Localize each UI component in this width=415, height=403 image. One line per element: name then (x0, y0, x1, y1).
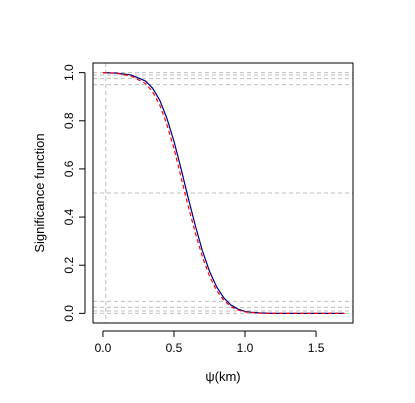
y-tick-label: 0.8 (62, 112, 76, 129)
y-tick-label: 1.0 (62, 64, 76, 81)
y-tick-label: 0.4 (62, 208, 76, 225)
y-axis-title: Significance function (32, 133, 47, 252)
x-axis: 0.0 0.5 1.0 1.5 (95, 330, 325, 355)
y-axis: 0.0 0.2 0.4 0.6 0.8 1.0 (62, 64, 86, 322)
x-tick-label: 1.5 (308, 341, 325, 355)
y-tick-label: 0.2 (62, 257, 76, 274)
plot-frame (92, 62, 354, 324)
x-tick-label: 1.0 (237, 341, 254, 355)
y-tick-label: 0.6 (62, 160, 76, 177)
x-tick-label: 0.0 (95, 341, 112, 355)
reference-lines (93, 63, 353, 323)
x-axis-title: ψ(km) (205, 369, 240, 384)
series-line-dashed (102, 72, 345, 314)
x-tick-label: 0.5 (166, 341, 183, 355)
series-layer (102, 72, 345, 314)
series-line-solid (102, 72, 345, 314)
y-tick-label: 0.0 (62, 305, 76, 322)
